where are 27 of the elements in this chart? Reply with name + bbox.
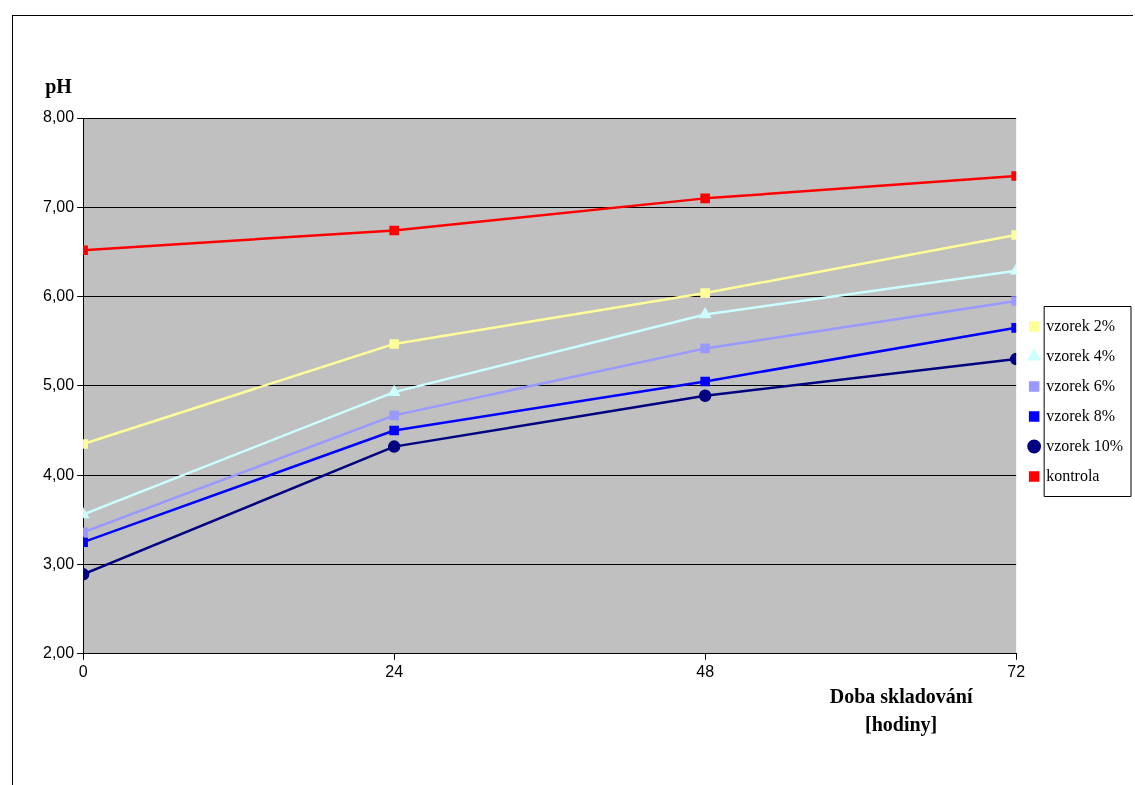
x-axis-title: Doba skladování [hodiny] [829, 684, 973, 736]
y-tick-label: 5,00 [43, 376, 75, 394]
y-tick-label: 4,00 [43, 465, 75, 483]
y-tick-label: 3,00 [43, 554, 75, 572]
legend-label: vzorek 2% [1046, 316, 1115, 334]
legend-label: vzorek 4% [1046, 346, 1115, 364]
y-tick-label: 8,00 [43, 108, 75, 126]
y-axis-title: pH [45, 75, 73, 99]
y-tick-label: 2,00 [43, 644, 75, 662]
x-tick-label: 48 [696, 662, 715, 680]
point [389, 225, 399, 236]
point [700, 343, 710, 354]
point [700, 288, 710, 298]
legend-label: kontrola [1046, 466, 1100, 484]
point [389, 339, 399, 349]
x-tick-label: 0 [78, 662, 88, 680]
legend-label: vzorek 6% [1046, 376, 1115, 394]
point [389, 410, 399, 421]
x-tick-label: 24 [385, 662, 404, 680]
legend-label: vzorek 8% [1046, 406, 1115, 424]
y-tick-label: 7,00 [43, 197, 75, 215]
x-tick-label: 72 [1007, 662, 1026, 680]
point [389, 425, 399, 436]
point [700, 376, 710, 387]
legend-label: vzorek 10% [1046, 436, 1123, 454]
y-tick-label: 6,00 [43, 287, 75, 305]
point [700, 193, 710, 204]
